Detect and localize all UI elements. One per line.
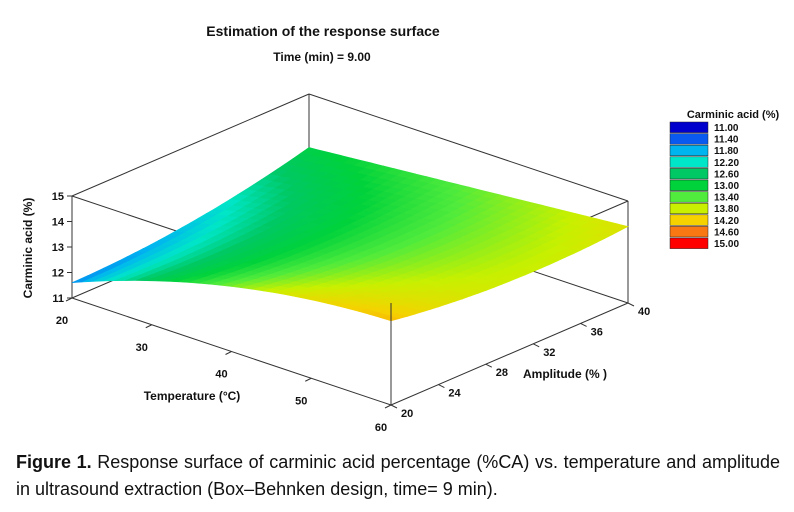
- legend-swatch: [669, 156, 709, 168]
- legend-label: 11.40: [714, 135, 739, 146]
- legend-swatch: [669, 226, 709, 238]
- z-tick-label: 14: [52, 217, 65, 229]
- surface-patch: [379, 315, 400, 322]
- y-tick-label: 20: [401, 408, 413, 420]
- y-tick-mark: [532, 343, 540, 348]
- box-edge: [308, 93, 629, 202]
- z-tick-label: 12: [52, 268, 64, 280]
- legend-swatch: [669, 168, 709, 180]
- response-surface-chart: Estimation of the response surface Time …: [21, 23, 780, 434]
- x-tick-label: 40: [215, 369, 227, 381]
- legend: Carminic acid (%) 11.0011.4011.8012.2012…: [669, 109, 780, 250]
- x-axis-title: Temperature (°C): [144, 389, 241, 403]
- x-tick-mark: [384, 404, 392, 409]
- legend-swatch: [669, 179, 709, 191]
- x-tick-mark: [305, 377, 312, 382]
- legend-swatch: [669, 144, 709, 157]
- y-tick-mark: [485, 363, 493, 368]
- legend-swatch: [669, 214, 709, 226]
- y-tick-label: 36: [591, 326, 603, 338]
- x-tick-label: 50: [295, 395, 307, 407]
- box-edge: [71, 93, 310, 197]
- legend-label: 13.40: [714, 193, 739, 204]
- legend-swatch: [669, 202, 709, 215]
- z-tick-label: 15: [52, 191, 64, 203]
- caption-text: Response surface of carminic acid percen…: [16, 452, 780, 499]
- y-tick-mark: [438, 384, 445, 389]
- caption-label: Figure 1.: [16, 452, 92, 472]
- y-axis-title: Amplitude (% ): [523, 367, 607, 381]
- y-tick-mark: [580, 322, 587, 327]
- legend-label: 14.60: [714, 227, 739, 238]
- y-tick-mark: [390, 404, 398, 409]
- legend-swatch: [669, 237, 709, 249]
- y-tick-label: 40: [638, 306, 650, 318]
- y-tick-mark: [627, 302, 635, 307]
- chart-subtitle: Time (min) = 9.00: [273, 50, 371, 64]
- z-tick-label: 13: [52, 242, 64, 254]
- z-tick-label: 11: [52, 293, 64, 305]
- legend-swatch: [669, 191, 709, 203]
- figure-caption: Figure 1. Response surface of carminic a…: [16, 449, 780, 503]
- legend-label: 11.00: [714, 123, 739, 134]
- response-surface: [71, 147, 629, 322]
- y-tick-label: 28: [496, 367, 508, 379]
- legend-label: 13.80: [714, 204, 739, 215]
- legend-label: 12.20: [714, 158, 739, 169]
- z-axis-title: Carminic acid (%): [21, 198, 35, 299]
- chart-title: Estimation of the response surface: [206, 23, 440, 39]
- legend-label: 15.00: [714, 239, 739, 250]
- legend-label: 11.80: [714, 146, 739, 157]
- x-tick-mark: [225, 351, 232, 355]
- x-tick-label: 20: [56, 315, 68, 327]
- y-tick-label: 24: [448, 388, 461, 400]
- axes: 20 30 40 50 60 20 24 28 32 36 40 11 12 13 14 15 Temperat…: [21, 191, 650, 434]
- legend-label: 12.60: [714, 169, 739, 180]
- legend-label: 13.00: [714, 181, 739, 192]
- y-tick-label: 32: [543, 347, 555, 359]
- legend-title: Carminic acid (%): [687, 109, 780, 121]
- x-tick-label: 30: [136, 342, 148, 354]
- legend-label: 14.20: [714, 216, 739, 227]
- x-tick-mark: [145, 324, 152, 329]
- legend-swatch: [669, 121, 709, 133]
- legend-swatch: [669, 133, 709, 145]
- x-tick-label: 60: [375, 422, 387, 434]
- box-edge: [390, 302, 629, 406]
